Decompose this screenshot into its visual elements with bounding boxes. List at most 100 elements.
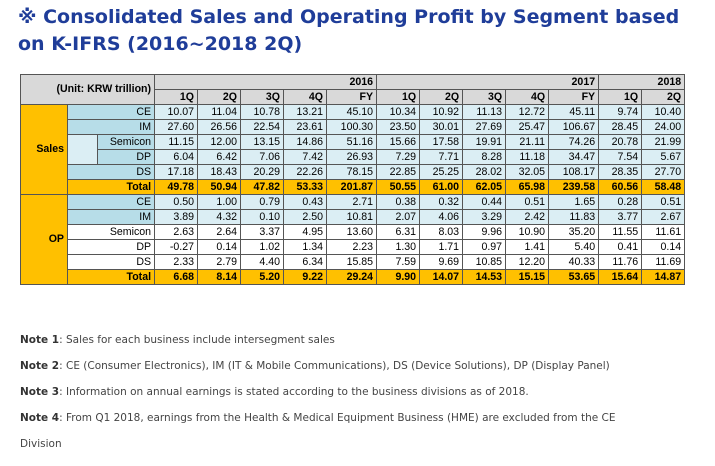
total-value-cell: 239.58 xyxy=(548,179,600,195)
table-row: DP -0.27 0.14 1.02 1.34 2.23 1.30 1.71 0.97 1.41 5… xyxy=(21,239,686,255)
table-row: Semicon 11.15 12.00 13.15 14.86 51.16 15.66 17.… xyxy=(21,134,686,165)
note-text: : Sales for each business include inters… xyxy=(59,334,335,346)
total-value-cell: 49.78 xyxy=(154,179,199,195)
value-cell: 2.50 xyxy=(283,209,328,225)
value-cell: 23.50 xyxy=(376,119,421,135)
total-value-cell: 14.07 xyxy=(419,269,464,285)
period-header: 3Q xyxy=(462,89,507,105)
value-cell: 51.16 xyxy=(326,134,378,150)
period-header: 1Q xyxy=(376,89,421,105)
note-label: Note 3 xyxy=(20,386,60,398)
value-cell: 27.70 xyxy=(641,164,686,180)
total-label: Total xyxy=(66,269,156,285)
value-cell: 5.67 xyxy=(641,149,686,165)
table-row: Semicon 2.63 2.64 3.37 4.95 13.60 6.31 8.03 9.96… xyxy=(21,224,686,240)
value-cell: 11.18 xyxy=(505,149,550,165)
segment-label: DS xyxy=(66,254,156,270)
value-cell: 1.30 xyxy=(376,239,421,255)
note-label: Note 4 xyxy=(20,412,60,424)
value-cell: 12.20 xyxy=(505,254,550,270)
group-label: OP xyxy=(20,194,68,285)
note-3: Note 3: Information on annual earnings i… xyxy=(20,384,710,410)
segment-label: IM xyxy=(66,119,156,135)
note-text-continued: Division xyxy=(20,438,62,450)
table-row: DP 6.04 6.42 7.06 7.42 26.93 7.29 7.71 8.28 11.18… xyxy=(21,149,686,165)
period-header: 2Q xyxy=(641,89,686,105)
segment-label: IM xyxy=(66,209,156,225)
total-value-cell: 9.22 xyxy=(283,269,328,285)
value-cell: 8.03 xyxy=(419,224,464,240)
note-text: : Information on annual earnings is stat… xyxy=(59,386,529,398)
value-cell: 17.58 xyxy=(419,134,464,150)
segment-label: Semicon xyxy=(96,134,156,150)
value-cell: 10.78 xyxy=(240,104,285,120)
total-value-cell: 9.90 xyxy=(376,269,421,285)
value-cell: 0.41 xyxy=(598,239,643,255)
value-cell: 12.72 xyxy=(505,104,550,120)
note-label: Note 1 xyxy=(20,334,60,346)
value-cell: 35.20 xyxy=(548,224,600,240)
total-value-cell: 15.15 xyxy=(505,269,550,285)
segment-label: CE xyxy=(66,194,156,210)
value-cell: 34.47 xyxy=(548,149,600,165)
value-cell: 0.97 xyxy=(462,239,507,255)
value-cell: 100.30 xyxy=(326,119,378,135)
value-cell: 10.81 xyxy=(326,209,378,225)
value-cell: 6.04 xyxy=(154,149,199,165)
value-cell: 10.40 xyxy=(641,104,686,120)
value-cell: 10.92 xyxy=(419,104,464,120)
value-cell: 1.02 xyxy=(240,239,285,255)
table-row: IM 3.89 4.32 0.10 2.50 10.81 2.07 4.06 3.29 2.42 1… xyxy=(21,209,686,225)
period-header: 1Q xyxy=(598,89,643,105)
value-cell: 2.79 xyxy=(197,254,242,270)
value-cell: 30.01 xyxy=(419,119,464,135)
period-header: 1Q xyxy=(154,89,199,105)
value-cell: 14.86 xyxy=(283,134,328,150)
value-cell: 0.79 xyxy=(240,194,285,210)
year-header-2016: 2016 xyxy=(154,74,378,90)
value-cell: 6.42 xyxy=(197,149,242,165)
value-cell: 2.07 xyxy=(376,209,421,225)
value-cell: 11.55 xyxy=(598,224,643,240)
value-cell: 26.56 xyxy=(197,119,242,135)
value-cell: 28.35 xyxy=(598,164,643,180)
note-2: Note 2: CE (Consumer Electronics), IM (I… xyxy=(20,358,710,384)
value-cell: 4.40 xyxy=(240,254,285,270)
total-value-cell: 50.94 xyxy=(197,179,242,195)
value-cell: 0.51 xyxy=(641,194,686,210)
table-row: OP CE 0.50 1.00 0.79 0.43 2.71 0.38 0.32 0.44 0.51… xyxy=(20,194,686,285)
value-cell: 0.51 xyxy=(505,194,550,210)
value-cell: 45.11 xyxy=(548,104,600,120)
total-value-cell: 60.56 xyxy=(598,179,643,195)
value-cell: 15.85 xyxy=(326,254,378,270)
total-value-cell: 5.20 xyxy=(240,269,285,285)
value-cell: 7.29 xyxy=(376,149,421,165)
value-cell: 9.69 xyxy=(419,254,464,270)
value-cell: 11.04 xyxy=(197,104,242,120)
value-cell: 6.34 xyxy=(283,254,328,270)
value-cell: 7.59 xyxy=(376,254,421,270)
notes-section: Note 1: Sales for each business include … xyxy=(20,332,710,450)
table-row: Sales CE 10.07 11.04 10.78 13.21 45.10 10.34 10.… xyxy=(20,104,686,195)
value-cell: 40.33 xyxy=(548,254,600,270)
value-cell: 15.66 xyxy=(376,134,421,150)
value-cell: 24.00 xyxy=(641,119,686,135)
value-cell: 20.78 xyxy=(598,134,643,150)
value-cell: 106.67 xyxy=(548,119,600,135)
total-value-cell: 201.87 xyxy=(326,179,378,195)
value-cell: 21.11 xyxy=(505,134,550,150)
value-cell: 0.28 xyxy=(598,194,643,210)
value-cell: 1.34 xyxy=(283,239,328,255)
value-cell: 0.50 xyxy=(154,194,199,210)
value-cell: 10.07 xyxy=(154,104,199,120)
value-cell: 0.10 xyxy=(240,209,285,225)
total-value-cell: 50.55 xyxy=(376,179,421,195)
total-value-cell: 61.00 xyxy=(419,179,464,195)
unit-label: (Unit: KRW trillion) xyxy=(19,74,156,105)
segment-label: DS xyxy=(66,164,156,180)
note-text: : CE (Consumer Electronics), IM (IT & Mo… xyxy=(59,360,610,372)
value-cell: 0.38 xyxy=(376,194,421,210)
value-cell: 13.15 xyxy=(240,134,285,150)
period-header: FY xyxy=(326,89,378,105)
note-label: Note 2 xyxy=(20,360,60,372)
